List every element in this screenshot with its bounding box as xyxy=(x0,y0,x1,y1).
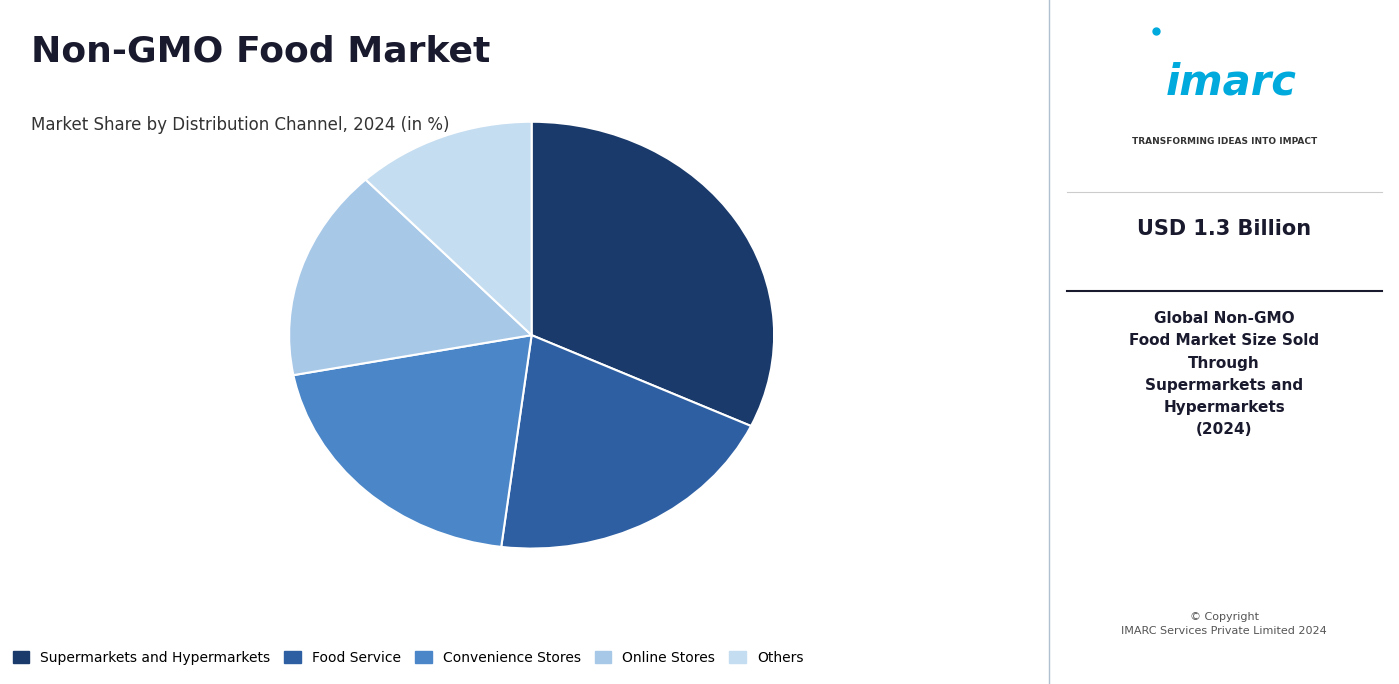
Text: © Copyright
IMARC Services Private Limited 2024: © Copyright IMARC Services Private Limit… xyxy=(1121,612,1328,636)
Wedge shape xyxy=(290,180,532,375)
Text: Non-GMO Food Market: Non-GMO Food Market xyxy=(31,34,491,68)
Text: Market Share by Distribution Channel, 2024 (in %): Market Share by Distribution Channel, 20… xyxy=(31,116,450,134)
Wedge shape xyxy=(532,122,774,426)
Wedge shape xyxy=(501,335,751,549)
Text: USD 1.3 Billion: USD 1.3 Billion xyxy=(1137,219,1311,239)
Legend: Supermarkets and Hypermarkets, Food Service, Convenience Stores, Online Stores, : Supermarkets and Hypermarkets, Food Serv… xyxy=(7,645,809,670)
Text: TRANSFORMING IDEAS INTO IMPACT: TRANSFORMING IDEAS INTO IMPACT xyxy=(1132,137,1316,146)
Text: imarc: imarc xyxy=(1165,62,1297,103)
Wedge shape xyxy=(294,335,532,547)
Text: Global Non-GMO
Food Market Size Sold
Through
Supermarkets and
Hypermarkets
(2024: Global Non-GMO Food Market Size Sold Thr… xyxy=(1129,311,1319,437)
Wedge shape xyxy=(365,122,532,335)
